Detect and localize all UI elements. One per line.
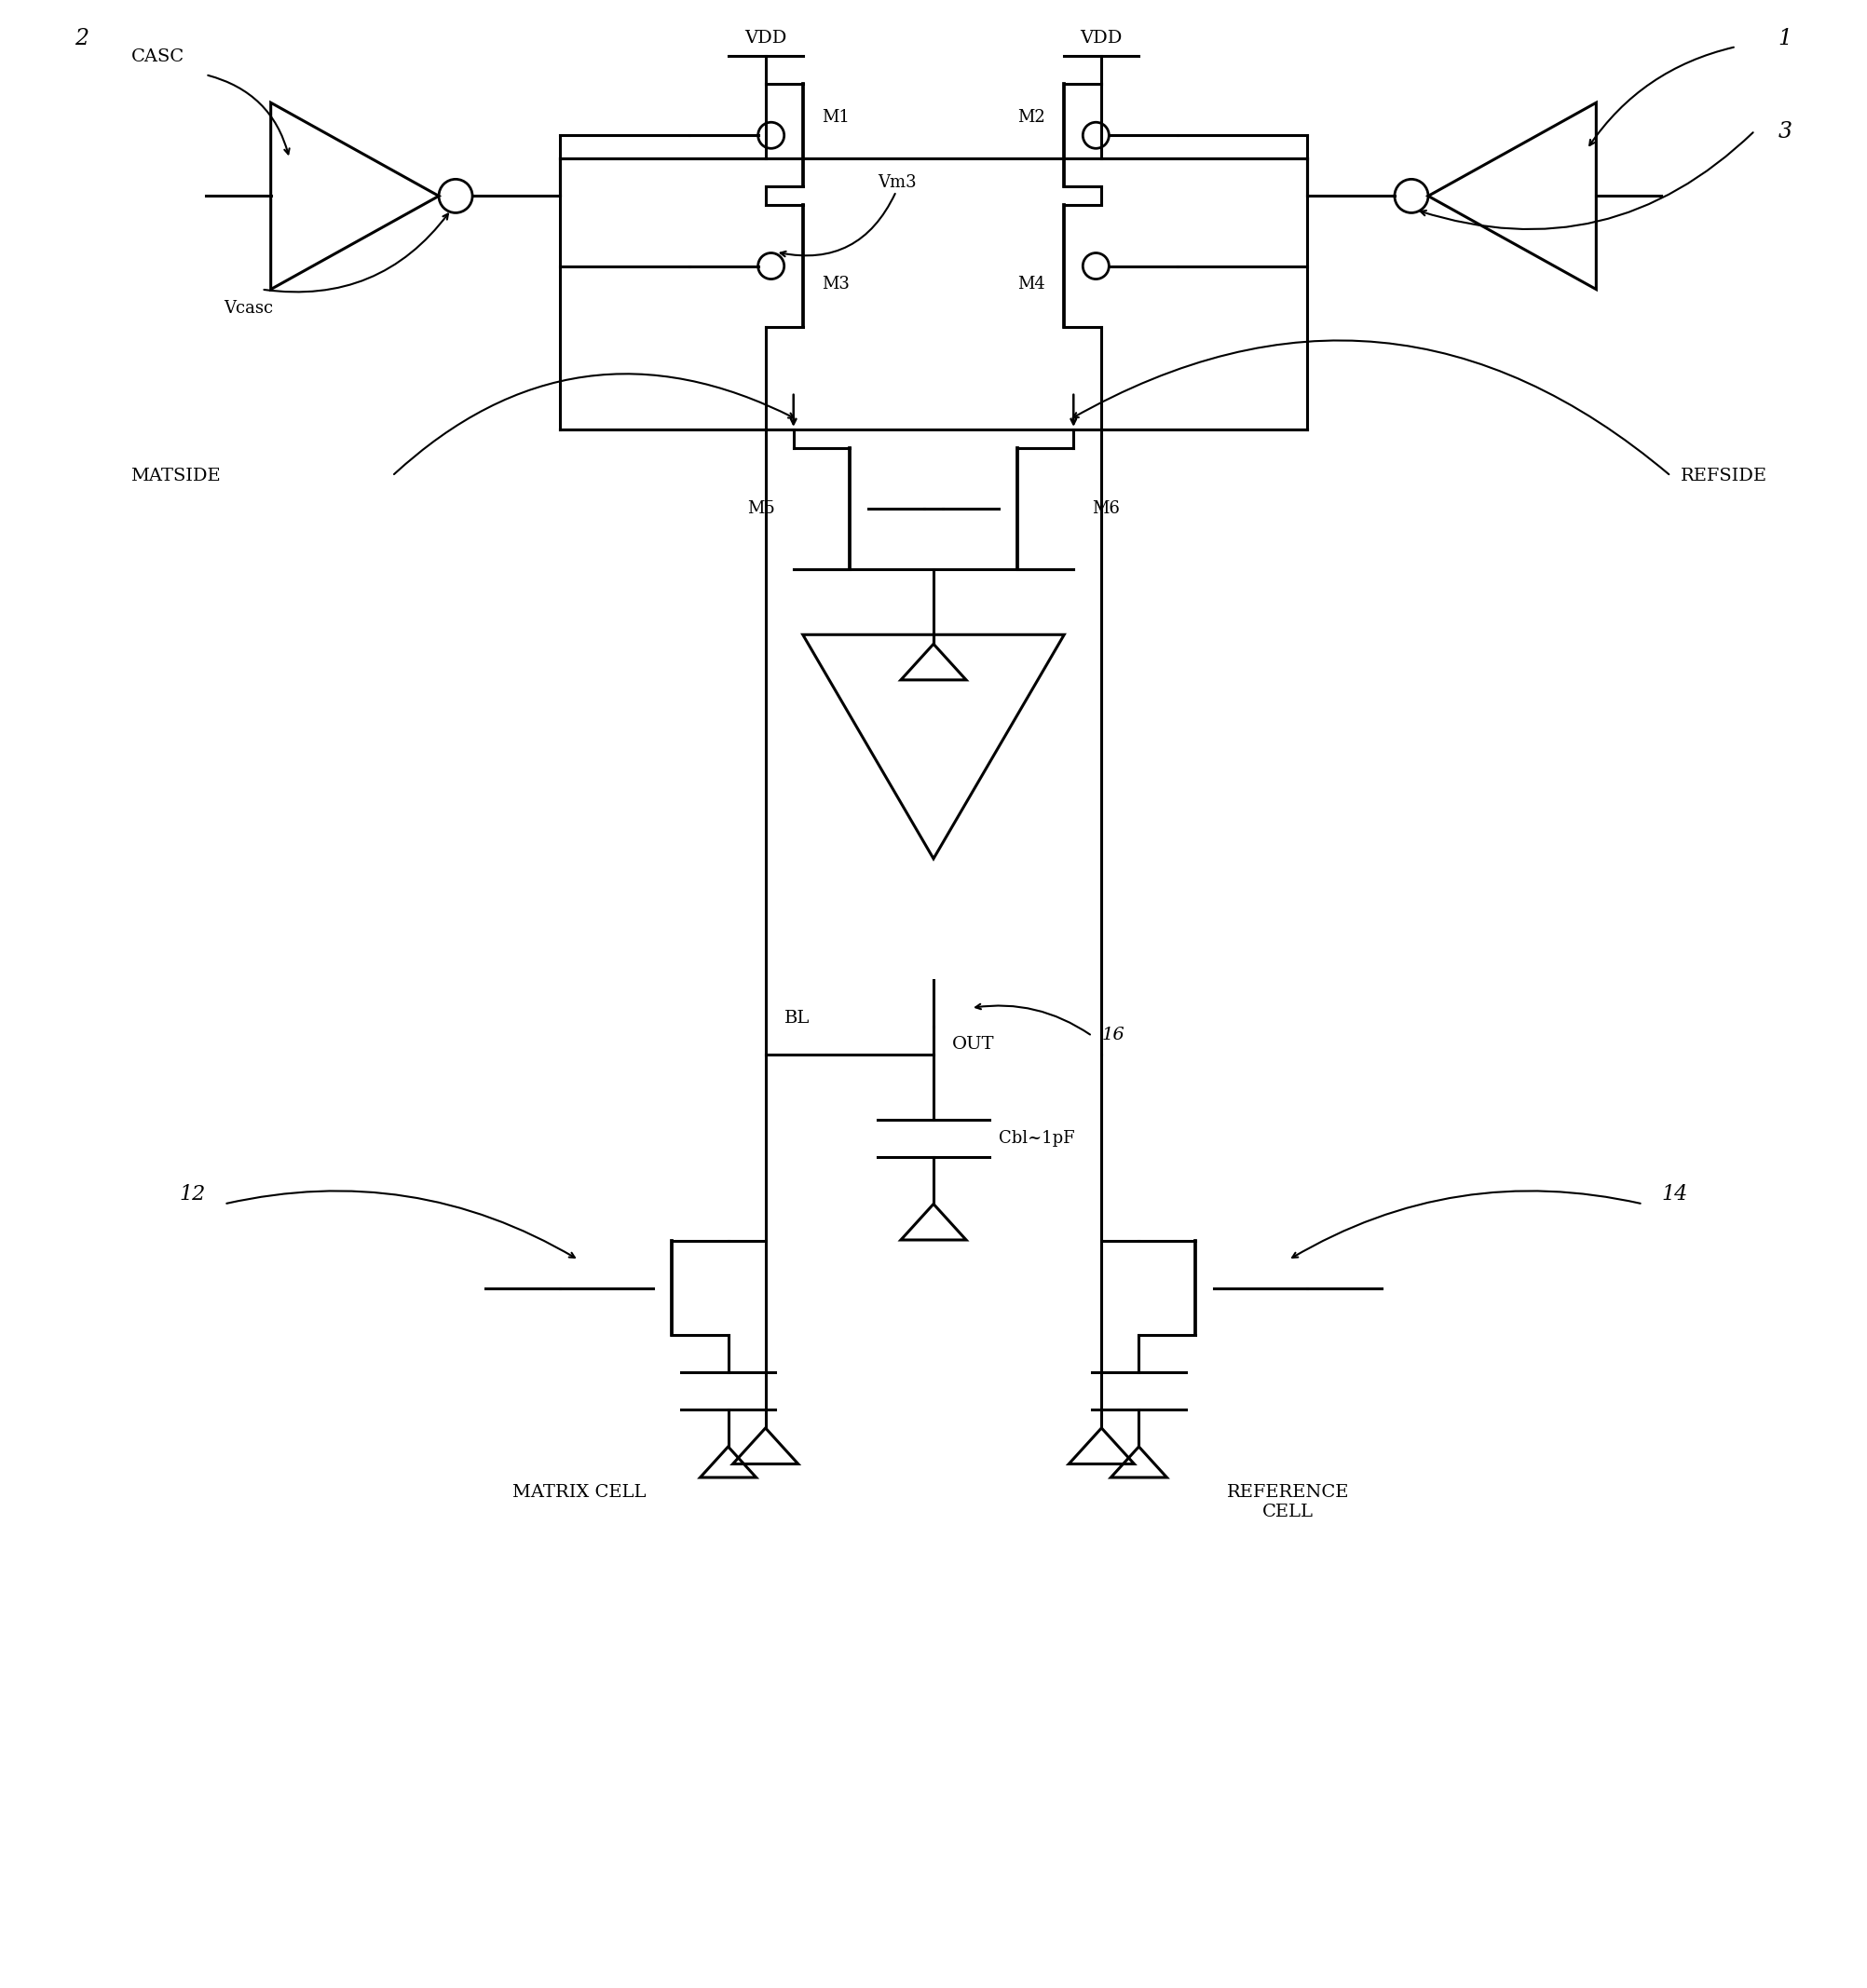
Text: CASC: CASC [131,48,185,66]
Text: 2: 2 [75,28,90,50]
Text: MATRIX CELL: MATRIX CELL [512,1483,646,1501]
Text: M6: M6 [1092,501,1120,517]
Text: VDD: VDD [745,30,786,46]
Text: 16: 16 [1102,1026,1124,1044]
Text: M2: M2 [1018,109,1046,125]
Text: M3: M3 [821,274,849,292]
Text: 14: 14 [1662,1185,1688,1205]
Text: VDD: VDD [1081,30,1122,46]
Text: M4: M4 [1018,274,1046,292]
Text: 1: 1 [1777,28,1792,50]
Text: Vm3: Vm3 [877,175,917,191]
Text: M1: M1 [821,109,849,125]
Text: 12: 12 [179,1185,205,1205]
Text: BL: BL [784,1010,810,1026]
Text: MATSIDE: MATSIDE [131,467,220,485]
Text: M5: M5 [747,501,775,517]
Text: REFERENCE
CELL: REFERENCE CELL [1227,1483,1350,1521]
Text: REFSIDE: REFSIDE [1680,467,1766,485]
Text: Vcasc: Vcasc [224,300,274,316]
Text: Cbl~1pF: Cbl~1pF [999,1131,1075,1147]
Text: OUT: OUT [952,1036,995,1054]
Text: 3: 3 [1777,121,1792,143]
